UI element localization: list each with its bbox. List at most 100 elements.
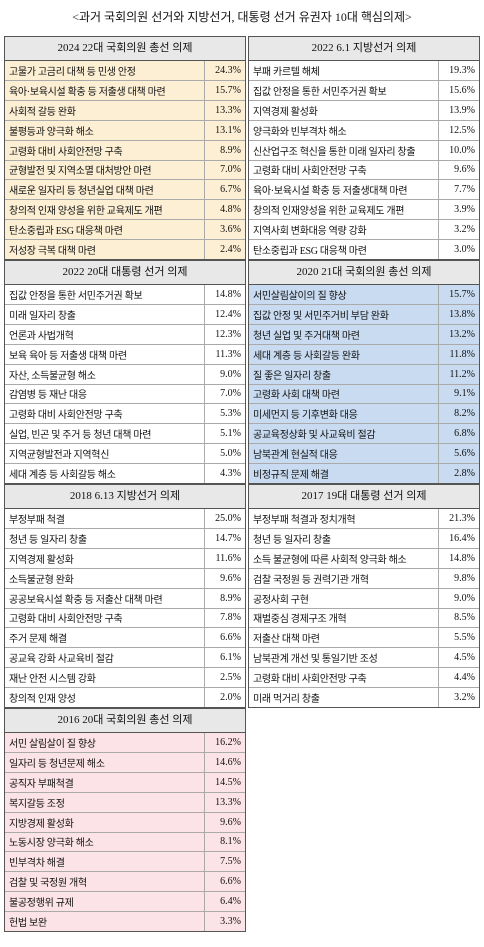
agenda-label: 미래 일자리 창출 <box>9 310 76 322</box>
agenda-row: 공교육정상화 및 사교육비 절감 6.8% <box>249 424 479 445</box>
agenda-label: 빈부격차 해결 <box>9 858 65 870</box>
agenda-label: 서민 살림살이 질 향상 <box>9 738 96 750</box>
agenda-panel: 2018 6.13 지방선거 의제 부정부패 척결 25.0% 청년 등 일자리 창출… <box>4 484 246 708</box>
agenda-share: 6.6% <box>204 628 245 648</box>
agenda-share: 6.4% <box>204 892 245 912</box>
agenda-row: 고령화 대비 사회안전망 구축 5.3% <box>5 404 245 425</box>
agenda-label: 검찰 및 국정원 개혁 <box>9 878 87 890</box>
agenda-label: 부정부패 척결과 정치개혁 <box>253 514 356 526</box>
agenda-row: 재난 안전 시스템 강화 2.5% <box>5 668 245 689</box>
agenda-row: 검찰 및 국정원 개혁 6.6% <box>5 872 245 893</box>
agenda-row: 고령화 사회 대책 마련 9.1% <box>249 384 479 405</box>
agenda-label: 자산, 소득불균형 해소 <box>9 370 96 382</box>
agenda-label: 검찰 국정원 등 권력기관 개혁 <box>253 574 369 586</box>
agenda-row: 재벌중심 경제구조 개혁 8.5% <box>249 608 479 629</box>
agenda-share: 14.8% <box>438 548 479 568</box>
agenda-row: 육아·보육시설 확충 등 저출생대책 마련 7.7% <box>249 180 479 201</box>
agenda-panel: 2024 22대 국회의원 총선 의제 고물가 고금리 대책 등 민생 안정 24.… <box>4 36 246 260</box>
agenda-share: 21.3% <box>438 509 479 528</box>
agenda-row: 고령화 대비 사회안전망 구축 4.4% <box>249 668 479 689</box>
agenda-row: 고령화 대비 사회안전망 구축 7.8% <box>5 608 245 629</box>
agenda-share: 6.7% <box>204 180 245 200</box>
agenda-share: 9.8% <box>438 568 479 588</box>
agenda-row: 집값 안정 및 서민주거비 부담 완화 13.8% <box>249 304 479 325</box>
agenda-share: 15.7% <box>204 80 245 100</box>
agenda-share: 13.9% <box>438 100 479 120</box>
agenda-row: 공교육 강화 사교육비 절감 6.1% <box>5 648 245 669</box>
agenda-label: 지역경제 활성화 <box>9 554 74 566</box>
agenda-share: 14.8% <box>204 285 245 304</box>
agenda-share: 5.5% <box>438 628 479 648</box>
agenda-share: 8.5% <box>438 608 479 628</box>
panel-title: 2022 6.1 지방선거 의제 <box>249 37 479 61</box>
agenda-share: 11.2% <box>438 364 479 384</box>
agenda-share: 9.0% <box>438 588 479 608</box>
agenda-label: 보육 육아 등 저출생 대책 마련 <box>9 350 127 362</box>
agenda-row: 복지갈등 조정 13.3% <box>5 792 245 813</box>
agenda-row: 소득 불균형에 따른 사회적 양극화 해소 14.8% <box>249 548 479 569</box>
agenda-row: 서민 살림살이 질 향상 16.2% <box>5 733 245 753</box>
agenda-share: 9.0% <box>204 364 245 384</box>
agenda-row: 지역경제 활성화 11.6% <box>5 548 245 569</box>
agenda-share: 3.0% <box>438 240 479 260</box>
agenda-share: 9.6% <box>204 568 245 588</box>
agenda-label: 창의적 인재 양성 <box>9 694 76 706</box>
agenda-label: 미래 먹거리 창출 <box>253 694 320 706</box>
agenda-label: 저성장 극복 대책 마련 <box>9 246 96 258</box>
panel-title: 2022 20대 대통령 선거 의제 <box>5 261 245 285</box>
agenda-panel: 2022 6.1 지방선거 의제 부패 카르텔 해체 19.3% 집값 안정을 통한 … <box>248 36 480 260</box>
agenda-label: 집값 안정을 통한 서민주거권 확보 <box>253 86 387 98</box>
agenda-label: 질 좋은 일자리 창출 <box>253 370 331 382</box>
agenda-label: 고물가 고금리 대책 등 민생 안정 <box>9 66 136 78</box>
agenda-share: 9.6% <box>204 812 245 832</box>
panel-title: 2017 19대 대통령 선거 의제 <box>249 485 479 509</box>
agenda-share: 13.8% <box>438 304 479 324</box>
agenda-label: 저출산 대책 마련 <box>253 634 320 646</box>
agenda-share: 11.6% <box>204 548 245 568</box>
agenda-label: 소득 불균형에 따른 사회적 양극화 해소 <box>253 554 407 566</box>
agenda-row: 보육 육아 등 저출생 대책 마련 11.3% <box>5 344 245 365</box>
agenda-panel: 2016 20대 국회의원 총선 의제 서민 살림살이 질 향상 16.2% 일자리 … <box>4 708 246 932</box>
agenda-row: 서민살림살이의 질 향상 15.7% <box>249 285 479 305</box>
agenda-label: 공정사회 구현 <box>253 594 309 606</box>
agenda-label: 재난 안전 시스템 강화 <box>9 674 96 686</box>
agenda-row: 양극화와 빈부격차 해소 12.5% <box>249 120 479 141</box>
agenda-label: 지역경제 활성화 <box>253 106 318 118</box>
agenda-row: 검찰 국정원 등 권력기관 개혁 9.8% <box>249 568 479 589</box>
agenda-share: 2.4% <box>204 240 245 260</box>
agenda-row: 남북관계 현실적 대응 5.6% <box>249 444 479 465</box>
agenda-share: 6.6% <box>204 872 245 892</box>
agenda-row: 부패 카르텔 해체 19.3% <box>249 61 479 81</box>
agenda-row: 창의적 인재 양성 2.0% <box>5 688 245 708</box>
agenda-label: 주거 문제 해결 <box>9 634 67 646</box>
agenda-row: 헌법 보완 3.3% <box>5 912 245 932</box>
agenda-row: 불공정행위 규제 6.4% <box>5 892 245 913</box>
agenda-label: 서민살림살이의 질 향상 <box>253 290 347 302</box>
agenda-label: 지역균형발전과 지역혁신 <box>9 450 110 462</box>
agenda-row: 균형발전 및 지역소멸 대처방안 마련 7.0% <box>5 160 245 181</box>
agenda-row: 주거 문제 해결 6.6% <box>5 628 245 649</box>
agenda-share: 6.8% <box>438 424 479 444</box>
agenda-label: 고령화 대비 사회안전망 구축 <box>9 410 123 422</box>
agenda-panel: 2020 21대 국회의원 총선 의제 서민살림살이의 질 향상 15.7% 집값 안… <box>248 260 480 484</box>
agenda-row: 육아·보육시설 확충 등 저출생 대책 마련 15.7% <box>5 80 245 101</box>
agenda-label: 소득불균형 완화 <box>9 574 74 586</box>
agenda-row: 공정사회 구현 9.0% <box>249 588 479 609</box>
agenda-label: 고령화 대비 사회안전망 구축 <box>9 614 123 626</box>
agenda-row: 청년 등 일자리 창출 16.4% <box>249 528 479 549</box>
agenda-row: 창의적 인재 양성을 위한 교육제도 개편 4.8% <box>5 200 245 221</box>
agenda-share: 11.8% <box>438 344 479 364</box>
agenda-row: 감염병 등 재난 대응 7.0% <box>5 384 245 405</box>
agenda-label: 청년 등 일자리 창출 <box>9 534 87 546</box>
agenda-share: 13.2% <box>438 324 479 344</box>
agenda-label: 감염병 등 재난 대응 <box>9 390 87 402</box>
agenda-row: 공공보육시설 확충 등 저출산 대책 마련 8.9% <box>5 588 245 609</box>
agenda-row: 창의적 인재양성을 위한 교육제도 개편 3.9% <box>249 200 479 221</box>
agenda-row: 소득불균형 완화 9.6% <box>5 568 245 589</box>
agenda-share: 7.5% <box>204 852 245 872</box>
agenda-row: 고물가 고금리 대책 등 민생 안정 24.3% <box>5 61 245 81</box>
agenda-row: 부정부패 척결 25.0% <box>5 509 245 529</box>
agenda-label: 남북관계 현실적 대응 <box>253 450 338 462</box>
